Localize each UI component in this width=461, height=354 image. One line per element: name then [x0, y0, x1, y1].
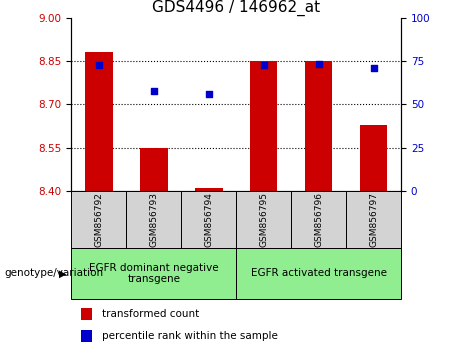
Text: GSM856795: GSM856795 [259, 192, 268, 247]
FancyBboxPatch shape [181, 191, 236, 248]
FancyBboxPatch shape [346, 191, 401, 248]
Bar [140, 148, 168, 191]
Bar [85, 52, 112, 191]
Text: ▶: ▶ [59, 268, 67, 279]
Text: EGFR activated transgene: EGFR activated transgene [251, 268, 387, 279]
Text: transformed count: transformed count [102, 309, 199, 319]
Bar [81, 330, 92, 342]
FancyBboxPatch shape [71, 248, 236, 299]
Point [315, 61, 322, 67]
Text: GSM856796: GSM856796 [314, 192, 323, 247]
Point [370, 65, 377, 71]
Bar [250, 61, 278, 191]
Point [260, 63, 267, 68]
FancyBboxPatch shape [126, 191, 181, 248]
Text: GSM856793: GSM856793 [149, 192, 159, 247]
Text: EGFR dominant negative
transgene: EGFR dominant negative transgene [89, 263, 219, 284]
Text: GSM856794: GSM856794 [204, 192, 213, 247]
Bar [305, 61, 332, 191]
FancyBboxPatch shape [291, 191, 346, 248]
Title: GDS4496 / 146962_at: GDS4496 / 146962_at [152, 0, 320, 16]
Point [150, 88, 158, 94]
Text: GSM856792: GSM856792 [95, 192, 103, 247]
Bar [360, 125, 387, 191]
FancyBboxPatch shape [236, 248, 401, 299]
Bar [195, 188, 223, 191]
Point [95, 63, 103, 68]
FancyBboxPatch shape [236, 191, 291, 248]
Text: GSM856797: GSM856797 [369, 192, 378, 247]
Bar [81, 308, 92, 320]
Text: percentile rank within the sample: percentile rank within the sample [102, 331, 278, 341]
FancyBboxPatch shape [71, 191, 126, 248]
Text: genotype/variation: genotype/variation [5, 268, 104, 279]
Point [205, 91, 213, 97]
